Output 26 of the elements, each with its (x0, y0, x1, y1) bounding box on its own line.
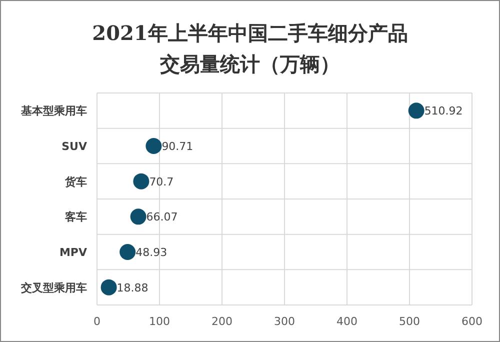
y-tick-label: SUV (62, 140, 88, 153)
point (130, 208, 146, 225)
point (120, 244, 136, 260)
data-label: 510.92 (424, 104, 463, 118)
x-tick-label: 400 (336, 315, 358, 328)
data-label: 90.71 (162, 140, 194, 153)
point (146, 138, 162, 154)
x-tick-label: 300 (274, 315, 295, 328)
x-tick-label: 100 (149, 315, 170, 328)
x-tick-label: 0 (94, 315, 100, 328)
data-label: 66.07 (146, 210, 178, 224)
chart-title: 2021年上半年中国二手车细分产品交易量统计（万辆） (92, 21, 408, 76)
x-tick-label: 200 (212, 315, 232, 328)
data-label: 70.7 (149, 175, 174, 188)
y-tick-label: 交叉型乘用车 (20, 281, 87, 294)
y-tick-label: 客车 (64, 210, 87, 224)
point (133, 173, 150, 190)
point (408, 102, 424, 119)
y-tick-label: 货车 (64, 175, 87, 188)
x-tick-label: 500 (399, 315, 420, 328)
point (100, 279, 117, 296)
data-label: 48.93 (136, 246, 168, 259)
x-tick-label: 600 (462, 315, 482, 328)
y-tick-label: MPV (59, 246, 88, 259)
y-tick-label: 基本型乘用车 (20, 104, 87, 118)
data-label: 18.88 (116, 281, 148, 294)
